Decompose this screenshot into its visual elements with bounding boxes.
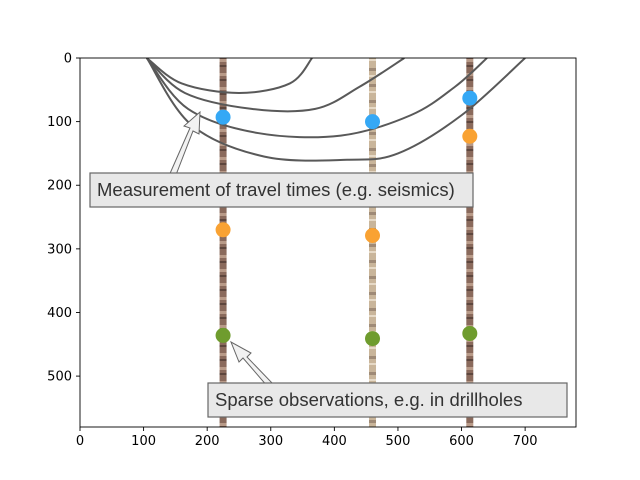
observation-point (215, 222, 231, 238)
observation-point (365, 331, 381, 347)
y-tick-label: 0 (64, 52, 72, 67)
observation-point (462, 128, 478, 144)
drillhole-core (219, 58, 227, 427)
ray-path (146, 58, 313, 94)
y-tick-label: 500 (47, 370, 72, 385)
y-tick-label: 100 (47, 115, 72, 130)
x-tick-label: 0 (76, 434, 84, 449)
callout-drillholes-text: Sparse observations, e.g. in drillholes (215, 389, 522, 410)
callout-arrow (167, 110, 201, 181)
observation-point (462, 90, 478, 106)
y-axis: 0 100 200 300 400 500 (47, 52, 80, 385)
callout-arrow (230, 340, 274, 388)
observation-point (215, 109, 231, 125)
observation-point (365, 114, 381, 130)
ray-path (145, 58, 488, 139)
x-tick-label: 300 (258, 434, 283, 449)
drillhole-core (466, 58, 474, 427)
x-tick-label: 500 (386, 434, 411, 449)
x-tick-label: 200 (195, 434, 220, 449)
callout-drillholes: Sparse observations, e.g. in drillholes (207, 340, 568, 418)
plot-area (145, 58, 526, 427)
callout-travel-times-text: Measurement of travel times (e.g. seismi… (97, 179, 455, 200)
x-tick-label: 400 (322, 434, 347, 449)
callout-box (207, 382, 568, 418)
x-tick-label: 100 (131, 434, 156, 449)
y-tick-label: 200 (47, 179, 72, 194)
observation-point (215, 327, 231, 343)
observation-points (215, 90, 478, 347)
x-axis: 0 100 200 300 400 500 600 700 (76, 427, 538, 449)
callout-travel-times: Measurement of travel times (e.g. seismi… (89, 110, 474, 208)
observation-point (365, 228, 381, 244)
x-tick-label: 700 (513, 434, 538, 449)
callout-box (89, 172, 474, 208)
y-tick-label: 400 (47, 306, 72, 321)
ray-path (146, 58, 405, 113)
axes-frame (79, 57, 577, 428)
x-tick-label: 600 (449, 434, 474, 449)
observation-point (462, 325, 478, 341)
y-tick-label: 300 (47, 242, 72, 257)
